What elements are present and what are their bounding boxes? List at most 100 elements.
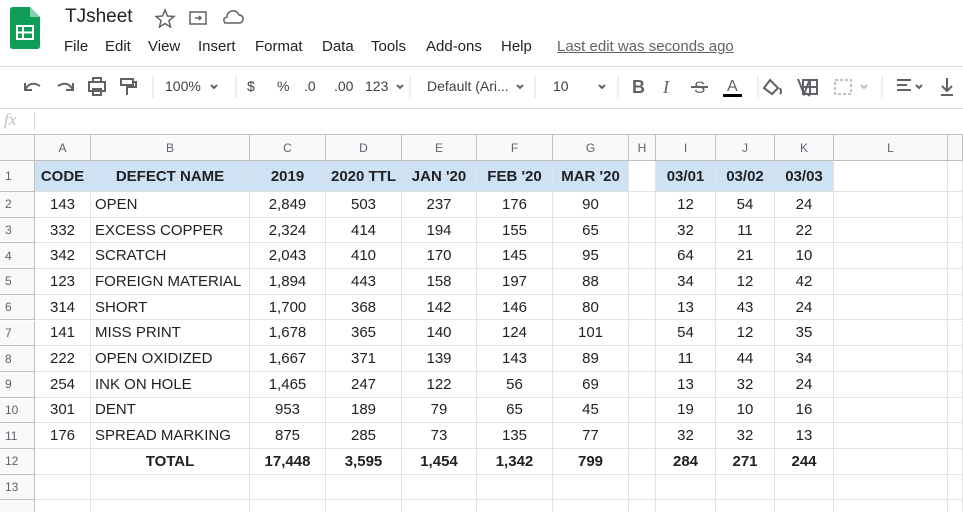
cell[interactable]: 222 bbox=[35, 346, 91, 372]
cell[interactable]: 365 bbox=[326, 321, 402, 347]
cell[interactable]: OPEN OXIDIZED bbox=[91, 346, 250, 372]
cell[interactable]: 176 bbox=[35, 423, 91, 449]
cell[interactable] bbox=[629, 218, 656, 244]
currency-button[interactable]: $ bbox=[247, 78, 255, 94]
cell[interactable]: 237 bbox=[402, 192, 477, 218]
cell[interactable]: 197 bbox=[477, 269, 553, 295]
cell[interactable]: 32 bbox=[656, 423, 716, 449]
cell[interactable]: 1,678 bbox=[250, 321, 326, 347]
cell[interactable]: 332 bbox=[35, 218, 91, 244]
cell[interactable] bbox=[834, 321, 948, 347]
header-cell[interactable]: 03/03 bbox=[775, 161, 834, 192]
cell[interactable]: 143 bbox=[477, 346, 553, 372]
decrease-decimal[interactable]: .0 bbox=[304, 78, 316, 94]
cell[interactable]: 43 bbox=[716, 295, 775, 321]
cell[interactable] bbox=[656, 475, 716, 501]
cell[interactable] bbox=[629, 192, 656, 218]
cell[interactable]: 176 bbox=[477, 192, 553, 218]
cell[interactable]: 953 bbox=[250, 398, 326, 424]
row-header[interactable]: 13 bbox=[0, 475, 35, 501]
cell[interactable]: 65 bbox=[553, 218, 629, 244]
cell[interactable] bbox=[834, 243, 948, 269]
cell[interactable]: 139 bbox=[402, 346, 477, 372]
cell[interactable]: 155 bbox=[477, 218, 553, 244]
cell[interactable] bbox=[834, 218, 948, 244]
cell[interactable]: 244 bbox=[775, 449, 834, 475]
cell[interactable] bbox=[948, 295, 963, 321]
cell[interactable] bbox=[948, 475, 963, 501]
cell[interactable] bbox=[948, 218, 963, 244]
header-cell[interactable]: 2020 TTL bbox=[326, 161, 402, 192]
column-header[interactable]: I bbox=[656, 135, 716, 161]
cell[interactable]: 285 bbox=[326, 423, 402, 449]
zoom-select[interactable]: 100% bbox=[165, 78, 201, 94]
header-cell[interactable]: JAN '20 bbox=[402, 161, 477, 192]
cell[interactable]: 1,454 bbox=[402, 449, 477, 475]
cell[interactable] bbox=[553, 475, 629, 501]
cell[interactable]: 799 bbox=[553, 449, 629, 475]
cell[interactable]: 80 bbox=[553, 295, 629, 321]
doc-title[interactable]: TJsheet bbox=[65, 6, 133, 28]
cell[interactable]: 79 bbox=[402, 398, 477, 424]
cell[interactable]: 35 bbox=[775, 321, 834, 347]
cell[interactable]: 32 bbox=[656, 218, 716, 244]
cell[interactable]: 45 bbox=[553, 398, 629, 424]
cell[interactable]: 1,700 bbox=[250, 295, 326, 321]
cell[interactable]: 16 bbox=[775, 398, 834, 424]
cell[interactable]: 10 bbox=[716, 398, 775, 424]
row-header[interactable]: 11 bbox=[0, 423, 35, 449]
cell[interactable] bbox=[35, 500, 91, 512]
cell[interactable]: 10 bbox=[775, 243, 834, 269]
cell[interactable] bbox=[834, 449, 948, 475]
font-select[interactable]: Default (Ari... bbox=[427, 78, 509, 94]
cell[interactable] bbox=[477, 500, 553, 512]
menu-item[interactable]: Tools bbox=[371, 38, 406, 55]
cell[interactable] bbox=[948, 423, 963, 449]
cell[interactable]: 124 bbox=[477, 321, 553, 347]
cell[interactable]: 13 bbox=[775, 423, 834, 449]
menu-item[interactable]: File bbox=[64, 38, 88, 55]
cell[interactable] bbox=[629, 321, 656, 347]
last-edit[interactable]: Last edit was seconds ago bbox=[557, 38, 734, 55]
cell[interactable]: 371 bbox=[326, 346, 402, 372]
row-header[interactable]: 12 bbox=[0, 449, 35, 475]
cell[interactable] bbox=[716, 500, 775, 512]
cell[interactable] bbox=[834, 192, 948, 218]
cell[interactable]: 368 bbox=[326, 295, 402, 321]
cell[interactable]: 189 bbox=[326, 398, 402, 424]
header-cell[interactable]: FEB '20 bbox=[477, 161, 553, 192]
cell[interactable]: 65 bbox=[477, 398, 553, 424]
cell[interactable] bbox=[629, 372, 656, 398]
header-cell[interactable]: 03/02 bbox=[716, 161, 775, 192]
cell[interactable]: 314 bbox=[35, 295, 91, 321]
cell[interactable]: 414 bbox=[326, 218, 402, 244]
cell[interactable]: 247 bbox=[326, 372, 402, 398]
cell[interactable] bbox=[250, 500, 326, 512]
cell[interactable]: 34 bbox=[656, 269, 716, 295]
cell[interactable] bbox=[402, 500, 477, 512]
cell[interactable] bbox=[948, 398, 963, 424]
cell[interactable]: 24 bbox=[775, 372, 834, 398]
cell[interactable]: 271 bbox=[716, 449, 775, 475]
cell[interactable]: 101 bbox=[553, 321, 629, 347]
cell[interactable]: EXCESS COPPER bbox=[91, 218, 250, 244]
cell[interactable]: 64 bbox=[656, 243, 716, 269]
cell[interactable] bbox=[834, 423, 948, 449]
cell[interactable]: 122 bbox=[402, 372, 477, 398]
cell[interactable] bbox=[948, 321, 963, 347]
cell[interactable]: 2,043 bbox=[250, 243, 326, 269]
cell[interactable] bbox=[629, 346, 656, 372]
cell[interactable]: 54 bbox=[656, 321, 716, 347]
cell[interactable]: 2,324 bbox=[250, 218, 326, 244]
cell[interactable] bbox=[834, 295, 948, 321]
cell[interactable] bbox=[629, 449, 656, 475]
cell[interactable] bbox=[716, 475, 775, 501]
cell[interactable] bbox=[948, 500, 963, 512]
cell[interactable]: 34 bbox=[775, 346, 834, 372]
column-header[interactable]: B bbox=[91, 135, 250, 161]
cell[interactable] bbox=[948, 192, 963, 218]
cell[interactable]: 90 bbox=[553, 192, 629, 218]
increase-decimal[interactable]: .00 bbox=[334, 78, 353, 94]
cell[interactable]: 19 bbox=[656, 398, 716, 424]
cell[interactable]: 56 bbox=[477, 372, 553, 398]
